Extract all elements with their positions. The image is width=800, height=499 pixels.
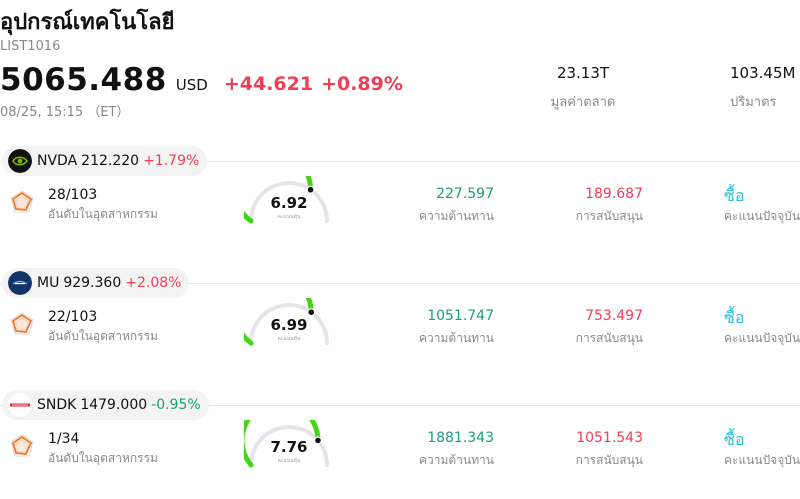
industry-rank-value: 22/103 — [48, 309, 98, 325]
volume-stat: 103.45M ปริมาตร — [726, 64, 800, 112]
gauge-track — [249, 181, 329, 223]
stock-ticker: SNDK — [37, 397, 77, 413]
stock-score-label: คะแนนหุ้น — [277, 214, 301, 220]
radar-chart-icon — [8, 432, 36, 460]
stock-change: +2.08% — [125, 275, 182, 291]
resistance-label: ความต้านทาน — [419, 453, 494, 467]
rating-value[interactable]: ซื้อ — [724, 430, 745, 449]
support-label: การสนับสนุน — [575, 209, 643, 223]
gauge-track — [249, 303, 329, 345]
volume-label: ปริมาตร — [730, 95, 777, 110]
stock-row-nvda[interactable]: NVDA 212.220 +1.79% 28/103 อันดับในอุตสาหกรร… — [0, 146, 800, 268]
rating-label: คะแนนปัจจุบัน — [724, 453, 800, 467]
row-divider — [0, 405, 800, 406]
stock-score-label: คะแนนหุ้น — [277, 336, 301, 342]
stock-price: 1479.000 — [80, 397, 148, 413]
stock-row-sndk[interactable]: SNDK 1479.000 -0.95% 1/34 อันดับในอุตสาหกรรม… — [0, 390, 800, 499]
index-change: +44.621 — [223, 73, 314, 95]
gauge-track — [249, 425, 329, 467]
support-value: 189.687 — [585, 186, 643, 202]
volume-value: 103.45M — [730, 64, 796, 82]
stock-price: 212.220 — [81, 153, 140, 169]
rating-value[interactable]: ซื้อ — [724, 308, 745, 327]
currency-label: USD — [175, 76, 208, 94]
rating-value[interactable]: ซื้อ — [724, 186, 745, 205]
market-cap-stat: 23.13T มูลค่าตลาด — [540, 64, 626, 112]
radar-chart-icon — [8, 310, 36, 338]
industry-rank-label: อันดับในอุตสาหกรรม — [48, 451, 158, 465]
stock-chip[interactable]: SNDK 1479.000 -0.95% — [2, 390, 209, 420]
market-cap-value: 23.13T — [556, 64, 610, 82]
stock-change: -0.95% — [151, 397, 201, 413]
timestamp: 08/25, 15:15 （ET） — [0, 105, 130, 120]
support-label: การสนับสนุน — [575, 453, 643, 467]
resistance-label: ความต้านทาน — [419, 209, 494, 223]
resistance-value: 1051.747 — [427, 308, 494, 324]
industry-rank-value: 28/103 — [48, 187, 98, 203]
industry-rank-label: อันดับในอุตสาหกรรม — [48, 207, 158, 221]
rating-label: คะแนนปัจจุบัน — [724, 209, 800, 223]
gauge-marker — [313, 436, 322, 445]
industry-rank-label: อันดับในอุตสาหกรรม — [48, 329, 158, 343]
nvidia-logo — [8, 149, 32, 173]
row-divider — [0, 161, 800, 162]
page-title: อุปกรณ์เทคโนโลยี — [0, 10, 175, 35]
stock-score: 7.76 — [270, 438, 308, 456]
rating-label: คะแนนปัจจุบัน — [724, 331, 800, 345]
stock-score: 6.92 — [270, 194, 308, 212]
stock-ticker: MU — [37, 275, 60, 291]
stock-price: 929.360 — [63, 275, 122, 291]
sandisk-logo — [8, 393, 32, 417]
index-price: 5065.488 — [0, 62, 167, 98]
index-code: LIST1016 — [0, 39, 61, 54]
stock-score-label: คะแนนหุ้น — [277, 458, 301, 464]
index-change-percent: +0.89% — [321, 73, 403, 95]
resistance-value: 227.597 — [436, 186, 494, 202]
row-divider — [0, 283, 800, 284]
stock-change: +1.79% — [143, 153, 200, 169]
gauge-marker — [307, 308, 316, 317]
resistance-value: 1881.343 — [427, 430, 494, 446]
stock-chip[interactable]: NVDA 212.220 +1.79% — [2, 146, 208, 176]
gauge-marker — [306, 185, 315, 194]
radar-chart-icon — [8, 188, 36, 216]
support-value: 1051.543 — [576, 430, 643, 446]
micron-logo — [8, 271, 32, 295]
resistance-label: ความต้านทาน — [419, 331, 494, 345]
stock-row-mu[interactable]: MU 929.360 +2.08% 22/103 อันดับในอุตสาหกรรม 6… — [0, 268, 800, 390]
stock-score: 6.99 — [270, 316, 308, 334]
stock-ticker: NVDA — [37, 153, 78, 169]
stock-chip[interactable]: MU 929.360 +2.08% — [2, 268, 190, 298]
support-label: การสนับสนุน — [575, 331, 643, 345]
industry-rank-value: 1/34 — [48, 431, 80, 447]
price-row: 5065.488 USD +44.621 +0.89% — [0, 62, 403, 98]
support-value: 753.497 — [585, 308, 643, 324]
market-cap-label: มูลค่าตลาด — [550, 95, 616, 110]
